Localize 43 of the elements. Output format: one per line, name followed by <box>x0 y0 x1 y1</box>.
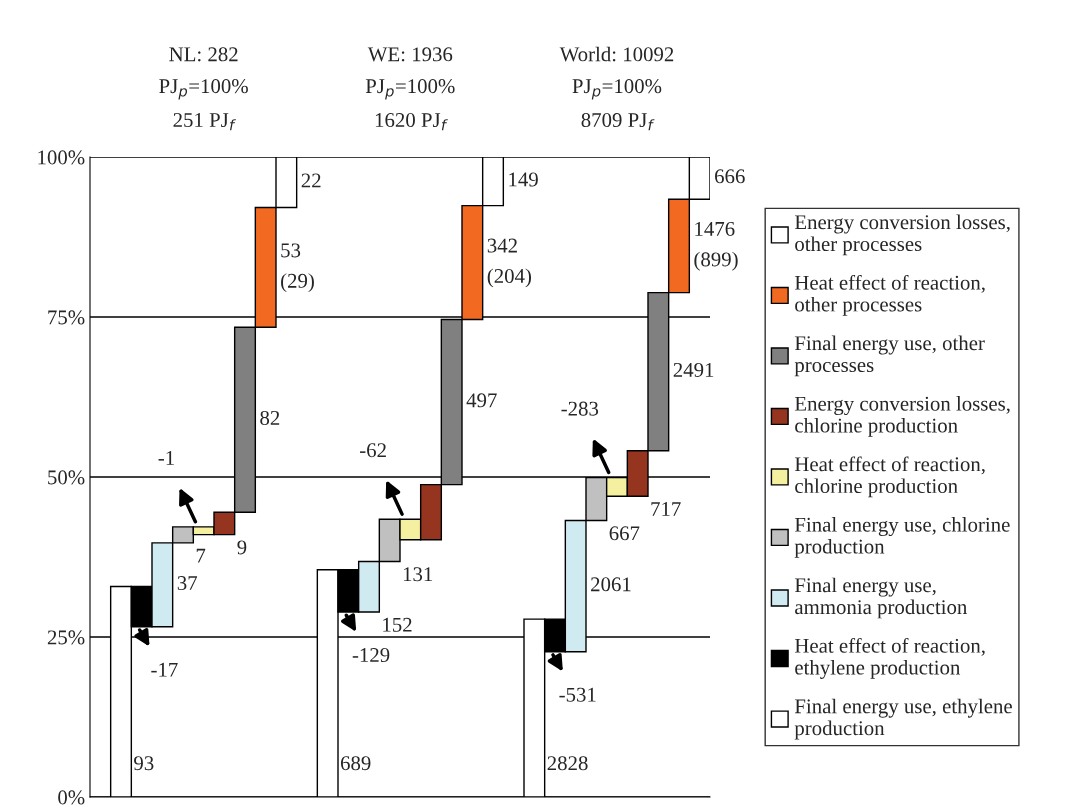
legend-label: Heat effect of reaction, other processes <box>794 274 985 316</box>
annotation: 7 <box>196 548 206 563</box>
y-tick-label: 50% <box>48 470 85 485</box>
annotation: 1476 (899) <box>694 221 738 271</box>
annotation: 131 <box>403 567 433 582</box>
legend-label: Final energy use, ammonia production <box>794 577 968 619</box>
annotation: 53 (29) <box>281 243 314 293</box>
legend-label: Final energy use, other processes <box>794 335 985 377</box>
legend-label: Energy conversion losses, other processes <box>794 214 1010 256</box>
y-tick-label: 25% <box>47 630 85 645</box>
annotation: 2828 <box>547 756 588 771</box>
annotation: -62 <box>360 443 386 458</box>
annotation: -1 <box>158 450 174 465</box>
legend-label: Final energy use, ethylene production <box>794 698 1012 740</box>
text: World: 10092 PJ$_{p}$=100% 8709 PJ$_{f}$ <box>559 46 674 131</box>
annotation: 149 <box>509 172 538 187</box>
legend-label: Energy conversion losses, chlorine production <box>794 396 1010 437</box>
text: NL: 282 PJ$_{p}$=100% 251 PJ$_{f}$ <box>159 47 248 131</box>
annotation: 152 <box>383 617 412 632</box>
annotation: 9 <box>237 540 247 555</box>
y-tick-label: 100% <box>38 150 85 165</box>
annotation: 667 <box>609 526 640 541</box>
annotation: -129 <box>352 648 390 663</box>
annotation: 689 <box>340 756 371 771</box>
y-tick-label: 0% <box>58 790 85 805</box>
legend-label: Heat effect of reaction, ethylene production <box>794 637 985 679</box>
annotation: 717 <box>651 502 681 516</box>
annotation: -531 <box>559 687 596 702</box>
annotation: 82 <box>260 410 280 425</box>
text: 666 <box>715 169 745 184</box>
annotation: 497 <box>466 393 497 408</box>
annotation: 93 <box>134 756 154 771</box>
annotation: -283 <box>561 401 599 416</box>
text: WE: 1936 PJ$_{p}$=100% 1620 PJ$_{f}$ <box>365 47 455 131</box>
legend-label: Heat effect of reaction, chlorine production <box>794 456 985 498</box>
annotation: 342 (204) <box>487 238 532 288</box>
legend-label: Final energy use, chlorine production <box>794 517 1010 558</box>
annotation: 2061 <box>591 577 631 592</box>
annotation: 37 <box>177 576 198 591</box>
annotation: 22 <box>301 173 321 188</box>
annotation: -17 <box>151 662 178 677</box>
y-tick-label: 75% <box>48 310 85 325</box>
annotation: 2491 <box>673 362 714 377</box>
